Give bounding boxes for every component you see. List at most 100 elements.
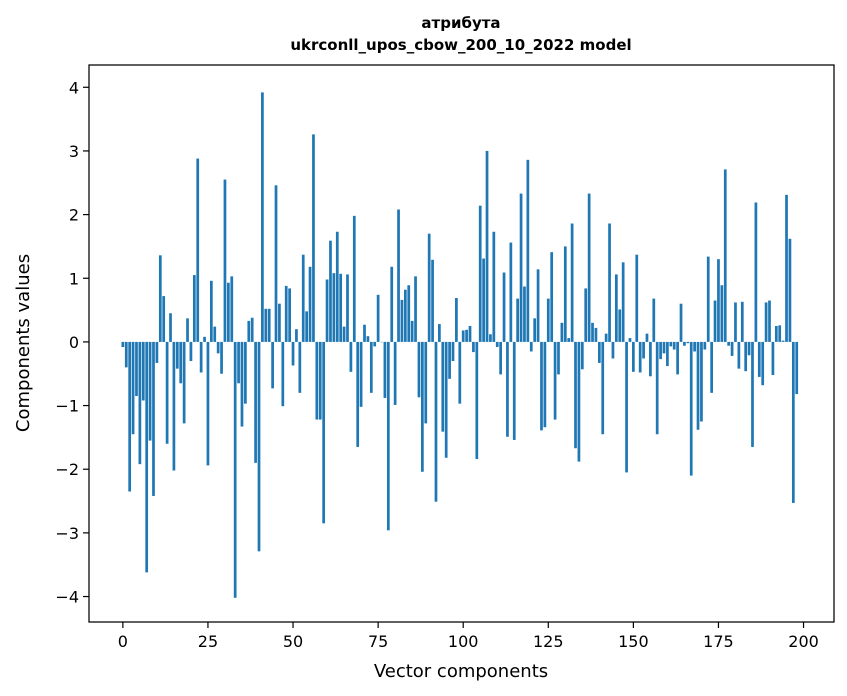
- bar-117: [519, 193, 523, 342]
- bar-118: [523, 286, 526, 342]
- bar-187: [757, 341, 761, 377]
- bar-59: [322, 341, 326, 524]
- bar-98: [455, 297, 458, 342]
- bar-95: [444, 341, 448, 458]
- bar-121: [533, 318, 537, 342]
- bar-116: [516, 298, 520, 342]
- bar-145: [614, 274, 618, 342]
- bar-34: [237, 341, 240, 384]
- x-tick-label: 50: [283, 632, 303, 651]
- bar-43: [267, 308, 271, 342]
- chart-title-line-2: ukrconll_upos_cbow_200_10_2022 model: [290, 36, 631, 54]
- bar-193: [778, 325, 782, 342]
- bar-102: [468, 325, 472, 342]
- bar-146: [618, 309, 622, 342]
- bar-190: [768, 300, 771, 342]
- bar-81: [397, 209, 400, 342]
- bar-56: [312, 134, 315, 342]
- x-tick-label: 25: [198, 632, 218, 651]
- bar-99: [458, 341, 462, 404]
- bar-92: [434, 341, 438, 502]
- bar-172: [706, 256, 710, 342]
- bar-127: [553, 341, 557, 420]
- bar-68: [352, 215, 356, 342]
- bar-70: [359, 341, 363, 407]
- bar-23: [199, 341, 203, 373]
- bar-198: [795, 341, 799, 395]
- bar-125: [546, 298, 550, 342]
- bar-157: [655, 341, 659, 435]
- bar-55: [308, 266, 312, 342]
- bar-147: [621, 262, 625, 342]
- bar-84: [407, 285, 411, 342]
- chart-title-line-1: атрибута: [421, 14, 500, 32]
- bar-4: [135, 341, 138, 397]
- bar-181: [737, 341, 741, 369]
- bar-2: [128, 341, 132, 492]
- bar-29: [220, 341, 223, 374]
- bar-149: [628, 338, 632, 342]
- bar-161: [669, 341, 673, 347]
- bar-48: [284, 285, 288, 342]
- bar-178: [727, 341, 731, 346]
- bar-132: [570, 223, 574, 342]
- bar-94: [441, 341, 445, 432]
- bar-73: [369, 341, 373, 393]
- bar-54: [305, 311, 308, 342]
- bar-113: [506, 341, 509, 437]
- bar-189: [764, 302, 768, 342]
- bar-136: [584, 288, 588, 342]
- bar-44: [271, 341, 274, 389]
- bar-122: [536, 269, 540, 342]
- y-tick-label: 4: [69, 78, 79, 97]
- bar-14: [169, 313, 172, 342]
- bar-115: [512, 341, 516, 440]
- bar-166: [686, 341, 690, 344]
- bar-58: [318, 341, 322, 420]
- bars-group: [121, 92, 799, 598]
- bar-109: [492, 231, 496, 342]
- bar-6: [141, 341, 145, 401]
- bar-64: [339, 273, 343, 342]
- y-tick-label: 3: [69, 142, 79, 161]
- bar-8: [148, 341, 152, 441]
- bar-52: [298, 341, 302, 393]
- bar-144: [611, 341, 615, 359]
- bar-22: [196, 158, 200, 342]
- bar-191: [771, 341, 775, 376]
- bar-124: [543, 341, 547, 428]
- bar-108: [489, 334, 492, 342]
- bar-46: [278, 303, 281, 342]
- bar-9: [152, 341, 155, 496]
- bar-133: [574, 341, 577, 449]
- bar-164: [679, 303, 683, 342]
- bar-7: [145, 341, 149, 573]
- bar-97: [451, 341, 455, 362]
- bar-26: [209, 280, 213, 342]
- bar-163: [676, 341, 679, 375]
- bar-182: [740, 301, 744, 342]
- bar-176: [720, 285, 724, 342]
- bar-0: [121, 341, 125, 347]
- bar-63: [335, 231, 339, 342]
- bar-183: [744, 341, 748, 372]
- y-tick-label: 0: [69, 333, 79, 352]
- bar-67: [349, 341, 353, 372]
- y-tick-label: −4: [55, 588, 79, 607]
- bar-107: [485, 150, 489, 342]
- bar-12: [162, 296, 166, 342]
- bar-93: [438, 324, 441, 342]
- bar-83: [403, 289, 407, 342]
- bar-86: [414, 276, 417, 342]
- bar-17: [179, 341, 183, 384]
- bar-134: [577, 341, 581, 462]
- bar-168: [693, 341, 696, 352]
- bar-78: [386, 341, 390, 531]
- bar-16: [175, 341, 179, 369]
- bar-151: [635, 254, 639, 342]
- bar-79: [390, 266, 394, 342]
- bar-135: [580, 341, 584, 370]
- bar-28: [216, 341, 220, 354]
- bar-53: [301, 254, 305, 342]
- x-tick-label: 75: [368, 632, 388, 651]
